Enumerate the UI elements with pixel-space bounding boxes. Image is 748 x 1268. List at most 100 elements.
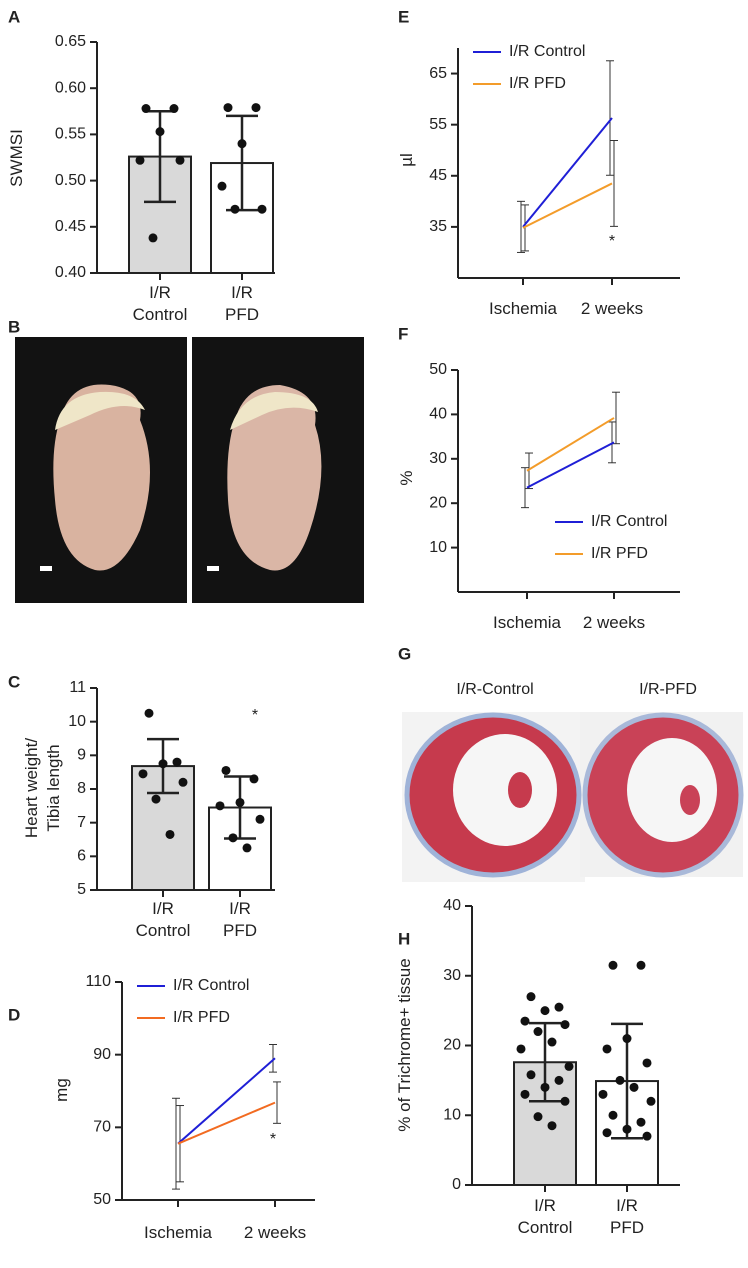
data-point bbox=[615, 1075, 625, 1085]
data-point bbox=[533, 1112, 543, 1122]
data-point bbox=[178, 777, 188, 787]
data-point bbox=[560, 1096, 570, 1106]
y-tick-label: 110 bbox=[85, 973, 111, 990]
x-tick-label-box: Ischemia bbox=[143, 1223, 213, 1242]
series-line bbox=[522, 117, 613, 228]
y-axis-label-box: µl bbox=[397, 153, 416, 167]
data-point bbox=[622, 1034, 632, 1044]
x-tick-label: I/R Control bbox=[132, 283, 188, 324]
data-point bbox=[235, 797, 245, 807]
data-point bbox=[526, 992, 536, 1002]
x-tick-label-box: I/R PFD bbox=[223, 899, 257, 940]
data-point bbox=[629, 1082, 639, 1092]
panel-letter: B bbox=[8, 317, 20, 336]
legend-label: I/R Control bbox=[173, 977, 249, 994]
series-line bbox=[522, 182, 613, 229]
y-tick-label: 50 bbox=[429, 361, 447, 378]
data-point bbox=[237, 139, 247, 149]
data-point bbox=[598, 1089, 608, 1099]
x-tick-label-box: Ischemia bbox=[492, 613, 562, 632]
panel-letter: G bbox=[398, 644, 411, 663]
y-tick-label: 40 bbox=[429, 406, 447, 423]
y-tick-label: 9 bbox=[77, 747, 86, 764]
x-tick-label: 2 weeks bbox=[580, 299, 644, 318]
data-point bbox=[151, 794, 161, 804]
error-bar bbox=[521, 467, 529, 509]
x-tick-label: Ischemia bbox=[492, 613, 562, 632]
y-tick-label: 70 bbox=[93, 1119, 111, 1136]
data-point bbox=[255, 814, 265, 824]
data-point bbox=[554, 1002, 564, 1012]
data-point bbox=[175, 155, 185, 165]
panel-letter: H bbox=[398, 929, 410, 948]
data-point bbox=[526, 1070, 536, 1080]
error-bar bbox=[273, 1081, 281, 1124]
y-axis-label: % of Trichrome+ tissue bbox=[395, 958, 414, 1132]
y-tick-label: 40 bbox=[443, 897, 461, 914]
data-point bbox=[602, 1044, 612, 1054]
data-point bbox=[642, 1058, 652, 1068]
data-point bbox=[636, 1117, 646, 1127]
data-point bbox=[642, 1131, 652, 1141]
data-point bbox=[148, 233, 158, 243]
data-point bbox=[169, 104, 179, 114]
error-bar bbox=[525, 452, 533, 490]
y-axis-label-box: mg bbox=[52, 1078, 71, 1102]
error-bar bbox=[269, 1043, 277, 1073]
data-point bbox=[165, 829, 175, 839]
data-point bbox=[251, 103, 261, 113]
y-tick-label: 7 bbox=[77, 814, 86, 831]
legend-label: I/R Control bbox=[591, 513, 667, 530]
y-tick-label: 0 bbox=[452, 1176, 461, 1193]
data-point bbox=[172, 757, 182, 767]
y-tick-label: 30 bbox=[429, 450, 447, 467]
series-line bbox=[177, 1057, 276, 1145]
y-axis-label: SWMSI bbox=[7, 129, 26, 187]
x-tick-label-box: 2 weeks bbox=[580, 299, 644, 318]
data-point bbox=[636, 960, 646, 970]
data-point bbox=[608, 1110, 618, 1120]
legend-label: I/R PFD bbox=[591, 545, 648, 562]
panel-letter: D bbox=[8, 1005, 20, 1024]
image-caption: I/R-Control bbox=[456, 681, 533, 698]
y-axis-label: Heart weight/ Tibia length bbox=[22, 737, 63, 839]
data-point bbox=[520, 1089, 530, 1099]
x-tick-label-box: I/R PFD bbox=[225, 283, 259, 324]
y-tick-label: 0.40 bbox=[55, 264, 86, 281]
y-axis-label-box: Heart weight/ Tibia length bbox=[22, 737, 63, 839]
series-line bbox=[526, 417, 615, 472]
legend-label: I/R PFD bbox=[509, 75, 566, 92]
data-point bbox=[155, 127, 165, 137]
y-axis-label: % bbox=[397, 470, 416, 486]
data-point bbox=[560, 1020, 570, 1030]
x-tick-label: Ischemia bbox=[143, 1223, 213, 1242]
y-tick-label: 35 bbox=[429, 218, 447, 235]
data-point bbox=[602, 1128, 612, 1138]
error-bar bbox=[606, 60, 614, 176]
data-point bbox=[158, 759, 168, 769]
y-tick-label: 6 bbox=[77, 848, 86, 865]
data-point bbox=[257, 204, 267, 214]
x-tick-label: 2 weeks bbox=[582, 613, 646, 632]
image-caption: I/R-PFD bbox=[639, 681, 697, 698]
data-point bbox=[540, 1082, 550, 1092]
y-axis-label-box: % of Trichrome+ tissue bbox=[395, 958, 414, 1132]
y-tick-label: 10 bbox=[68, 713, 86, 730]
legend-label: I/R PFD bbox=[173, 1009, 230, 1026]
panel-letter: F bbox=[398, 324, 408, 343]
y-axis-label: µl bbox=[397, 153, 416, 167]
y-tick-label: 0.65 bbox=[55, 33, 86, 50]
x-tick-label-box: I/R PFD bbox=[610, 1196, 644, 1237]
data-point bbox=[646, 1096, 656, 1106]
data-point bbox=[135, 155, 145, 165]
y-tick-label: 0.60 bbox=[55, 79, 86, 96]
error-bar bbox=[172, 1097, 180, 1190]
data-point bbox=[564, 1061, 574, 1071]
trichrome-sections bbox=[402, 712, 744, 882]
heart-photos bbox=[15, 337, 364, 603]
data-point bbox=[547, 1121, 557, 1131]
y-axis-label: mg bbox=[52, 1078, 71, 1102]
data-point bbox=[223, 103, 233, 113]
series-line bbox=[526, 441, 615, 489]
